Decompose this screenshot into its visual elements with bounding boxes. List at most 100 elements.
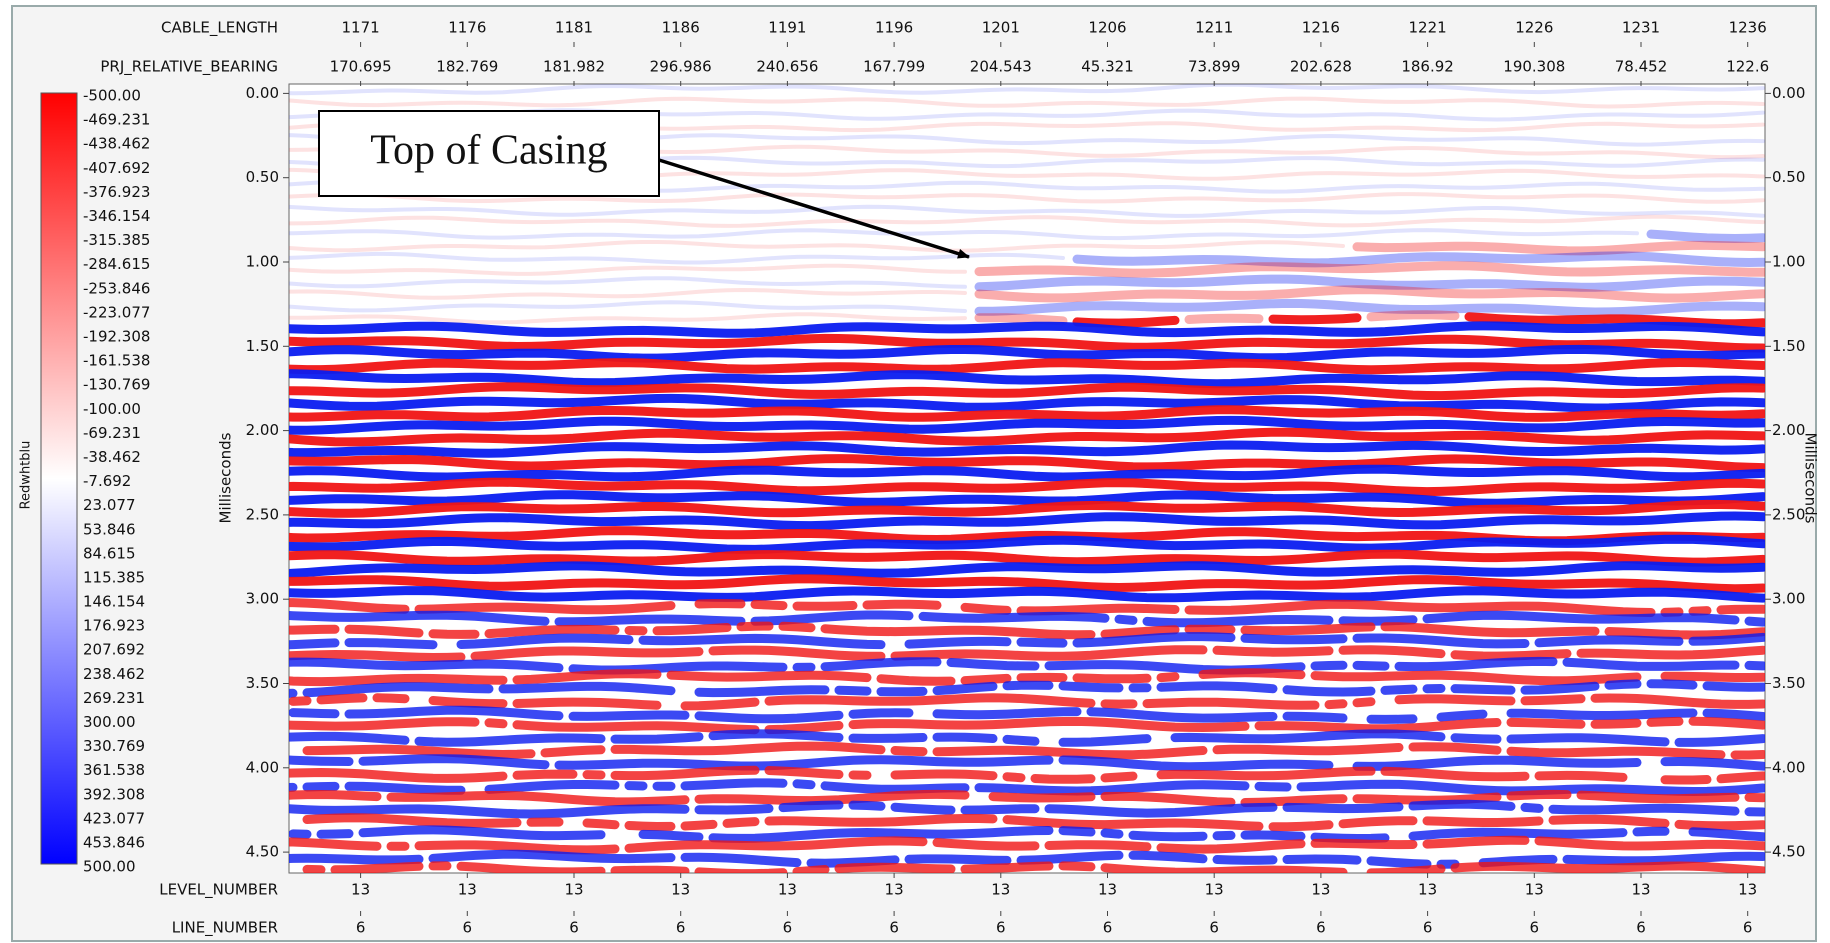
seismic-trace [1170, 729, 1446, 744]
seismic-trace [1380, 622, 1600, 638]
colorbar-tick-label: 423.077 [83, 809, 145, 827]
row-value: 13 [1525, 881, 1544, 899]
row-value: 1176 [448, 19, 486, 37]
seismic-trace [1408, 799, 1516, 811]
row-value: 1191 [768, 19, 806, 37]
seismic-trace [1100, 863, 1348, 873]
seismic-trace [1506, 717, 1586, 729]
time-axis-label: Milliseconds [217, 432, 235, 523]
seismic-trace [484, 624, 620, 639]
seismic-trace [904, 854, 1012, 865]
seismic-trace [289, 598, 410, 614]
seismic-trace [289, 344, 1765, 363]
seismic-trace [512, 697, 662, 710]
seismic-trace [1002, 734, 1040, 746]
seismic-trace [484, 780, 620, 794]
colorbar-tick-label: -69.231 [83, 424, 141, 442]
seismic-trace [289, 708, 340, 719]
time-axis-label-right: Milliseconds [1802, 433, 1820, 524]
time-tick-label-right: 0.00 [1772, 84, 1805, 102]
seismic-trace [1002, 815, 1264, 831]
seismic-trace [1674, 734, 1765, 747]
seismic-trace [1352, 660, 1390, 671]
seismic-trace [974, 261, 1765, 278]
seismic-trace [708, 645, 886, 661]
seismic-trace [848, 708, 914, 719]
time-tick-label-right: 4.00 [1772, 758, 1805, 776]
time-tick-label: 3.50 [246, 674, 279, 692]
seismic-trace [1436, 709, 1488, 722]
seismic-trace [1240, 633, 1348, 645]
seismic-trace [1240, 830, 1306, 841]
seismic-trace [1100, 625, 1180, 639]
seismic-trace [1044, 840, 1152, 852]
axis-labels: CABLE_LENGTH 1171 1176 1181 1186 1191 1196 1201… [83, 19, 1805, 938]
seismic-trace [1324, 699, 1348, 710]
seismic-trace [848, 716, 1250, 733]
seismic-trace [1240, 622, 1376, 636]
seismic-trace [1100, 791, 1236, 807]
seismic-trace [289, 574, 1765, 594]
seismic-trace [932, 732, 998, 743]
seismic-trace [890, 769, 998, 781]
seismic-trace [848, 800, 886, 811]
seismic-trace [1590, 718, 1642, 729]
seismic-trace [1604, 679, 1642, 690]
seismic-trace [1422, 610, 1740, 625]
seismic-trace [289, 464, 1765, 482]
seismic-trace [764, 721, 844, 735]
row-value: 13 [1631, 881, 1650, 899]
seismic-trace [289, 393, 1765, 413]
seismic-trace [1310, 832, 1390, 844]
seismic-trace [289, 357, 1765, 375]
seismic-trace [289, 382, 1765, 401]
row-value: 1201 [982, 19, 1020, 37]
row-value: 167.799 [863, 58, 925, 76]
seismic-trace [1366, 856, 1432, 869]
colorbar-tick-label: -7.692 [83, 472, 131, 490]
row-value: 13 [1738, 881, 1757, 899]
colorbar-tick-label: 269.231 [83, 689, 145, 707]
seismic-trace [289, 638, 340, 650]
annotation: Top of Casing [370, 128, 607, 174]
seismic-trace [1072, 632, 1236, 648]
seismic-trace [1702, 708, 1765, 721]
seismic-trace [834, 862, 956, 873]
seismic-trace [358, 825, 606, 841]
seismic-trace [652, 623, 732, 636]
seismic-trace [1632, 826, 1670, 837]
seismic-trace [932, 745, 1208, 760]
seismic-trace [960, 804, 1040, 815]
seismic-trace [470, 646, 704, 661]
seismic-trace [750, 599, 788, 611]
seismic-trace [302, 813, 522, 828]
seismic-trace [680, 778, 788, 791]
seismic-trace [680, 852, 802, 868]
seismic-trace [960, 602, 1012, 615]
time-tick-label-right: 2.50 [1772, 505, 1805, 523]
seismic-trace [1352, 792, 1502, 805]
seismic-trace [289, 369, 1765, 389]
time-tick-label: 3.00 [246, 590, 279, 608]
seismic-trace [1366, 310, 1460, 322]
seismic-trace [344, 781, 466, 795]
seismic-trace [1338, 615, 1418, 626]
seismic-trace [778, 621, 816, 633]
seismic-trace [1576, 790, 1740, 804]
seismic-trace [289, 477, 1765, 497]
seismic-trace [554, 614, 746, 627]
seismic-trace [1394, 694, 1516, 706]
seismic-trace [1268, 820, 1334, 832]
time-tick-label: 0.00 [246, 84, 279, 102]
seismic-trace [1310, 670, 1642, 686]
seismic-trace [1730, 750, 1765, 760]
colorbar-tick-label: 146.154 [83, 593, 145, 611]
time-tick-label-right: 0.50 [1772, 168, 1805, 186]
row-value: 13 [458, 881, 477, 899]
row-value: 6 [1530, 919, 1540, 937]
seismic-trace [289, 321, 1765, 338]
row-value: 6 [1423, 919, 1433, 937]
row-label: LINE_NUMBER [172, 919, 278, 938]
seismic-trace [289, 263, 967, 276]
seismic-trace [960, 673, 1012, 686]
